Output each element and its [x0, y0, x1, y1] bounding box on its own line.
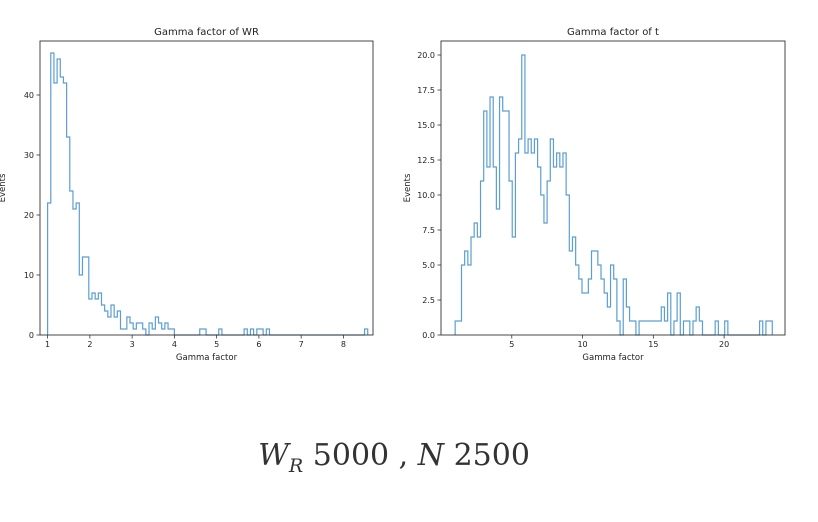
y-tick-label: 10	[24, 271, 34, 280]
caption-symbol-w: W	[258, 438, 289, 473]
y-tick-label: 17.5	[417, 86, 435, 95]
x-tick-label: 3	[130, 340, 135, 349]
y-tick-label: 12.5	[417, 156, 435, 165]
y-axis-label-t: Events	[403, 173, 413, 202]
plot-frame-t	[440, 40, 786, 336]
x-tick-label: 1	[45, 340, 50, 349]
y-tick-label: 20.0	[417, 51, 435, 60]
chart-title-wr: Gamma factor of WR	[154, 27, 259, 38]
x-tick-label: 15	[648, 340, 658, 349]
x-tick-label: 5	[509, 340, 514, 349]
y-axis-label-wr: Events	[0, 173, 8, 202]
y-tick-label: 7.5	[422, 226, 435, 235]
x-tick-label: 2	[87, 340, 92, 349]
x-tick-label: 4	[172, 340, 177, 349]
caption-n-value: 2500	[453, 438, 530, 473]
x-tick-label: 8	[341, 340, 346, 349]
histogram-step-wr	[47, 52, 369, 336]
caption: WR 5000 , N 2500	[0, 438, 788, 477]
plot-frame-wr	[39, 40, 374, 336]
x-axis-label-t: Gamma factor	[582, 353, 644, 363]
y-tick-label: 10.0	[417, 191, 435, 200]
y-tick-label: 0	[29, 331, 34, 340]
x-tick-label: 10	[577, 340, 587, 349]
y-tick-label: 40	[24, 91, 34, 100]
y-tick-label: 15.0	[417, 121, 435, 130]
y-tick-label: 30	[24, 151, 34, 160]
x-axis-label-wr: Gamma factor	[176, 353, 238, 363]
x-tick-label: 6	[256, 340, 261, 349]
chart-title-t: Gamma factor of t	[567, 27, 659, 38]
caption-separator: ,	[398, 438, 409, 473]
x-tick-label: 5	[214, 340, 219, 349]
histogram-t: Gamma factor of t Gamma factor Events 5 1…	[403, 27, 786, 363]
y-tick-label: 2.5	[422, 296, 435, 305]
y-tick-label: 20	[24, 211, 34, 220]
caption-wr-value: 5000	[312, 438, 390, 473]
caption-subscript-r: R	[288, 455, 304, 477]
x-tick-label: 20	[719, 340, 729, 349]
caption-symbol-n: N	[417, 438, 445, 473]
x-tick-label: 7	[299, 340, 304, 349]
y-tick-label: 0.0	[422, 331, 435, 340]
y-tick-label: 5.0	[422, 261, 435, 270]
histogram-step-t	[454, 54, 773, 336]
histogram-wr: Gamma factor of WR Gamma factor Events 1…	[0, 27, 374, 363]
